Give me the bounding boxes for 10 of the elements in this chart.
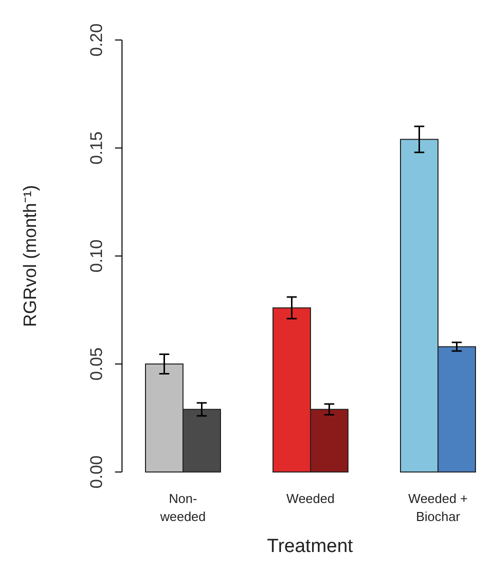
x-tick-label: Weeded + Biochar [408, 491, 468, 524]
x-axis-title: Treatment [267, 536, 354, 557]
y-axis-title: RGRvol (month⁻¹) [20, 184, 40, 328]
y-tick-label: 0.10 [87, 239, 106, 273]
x-tick-label: Weeded [286, 491, 335, 506]
y-tick-label: 0.20 [87, 23, 106, 57]
y-tick-label: 0.05 [87, 347, 106, 381]
x-tick-label: Non- weeded [159, 491, 206, 524]
y-tick-label: 0.15 [87, 131, 106, 165]
y-tick-label: 0.00 [87, 455, 106, 489]
